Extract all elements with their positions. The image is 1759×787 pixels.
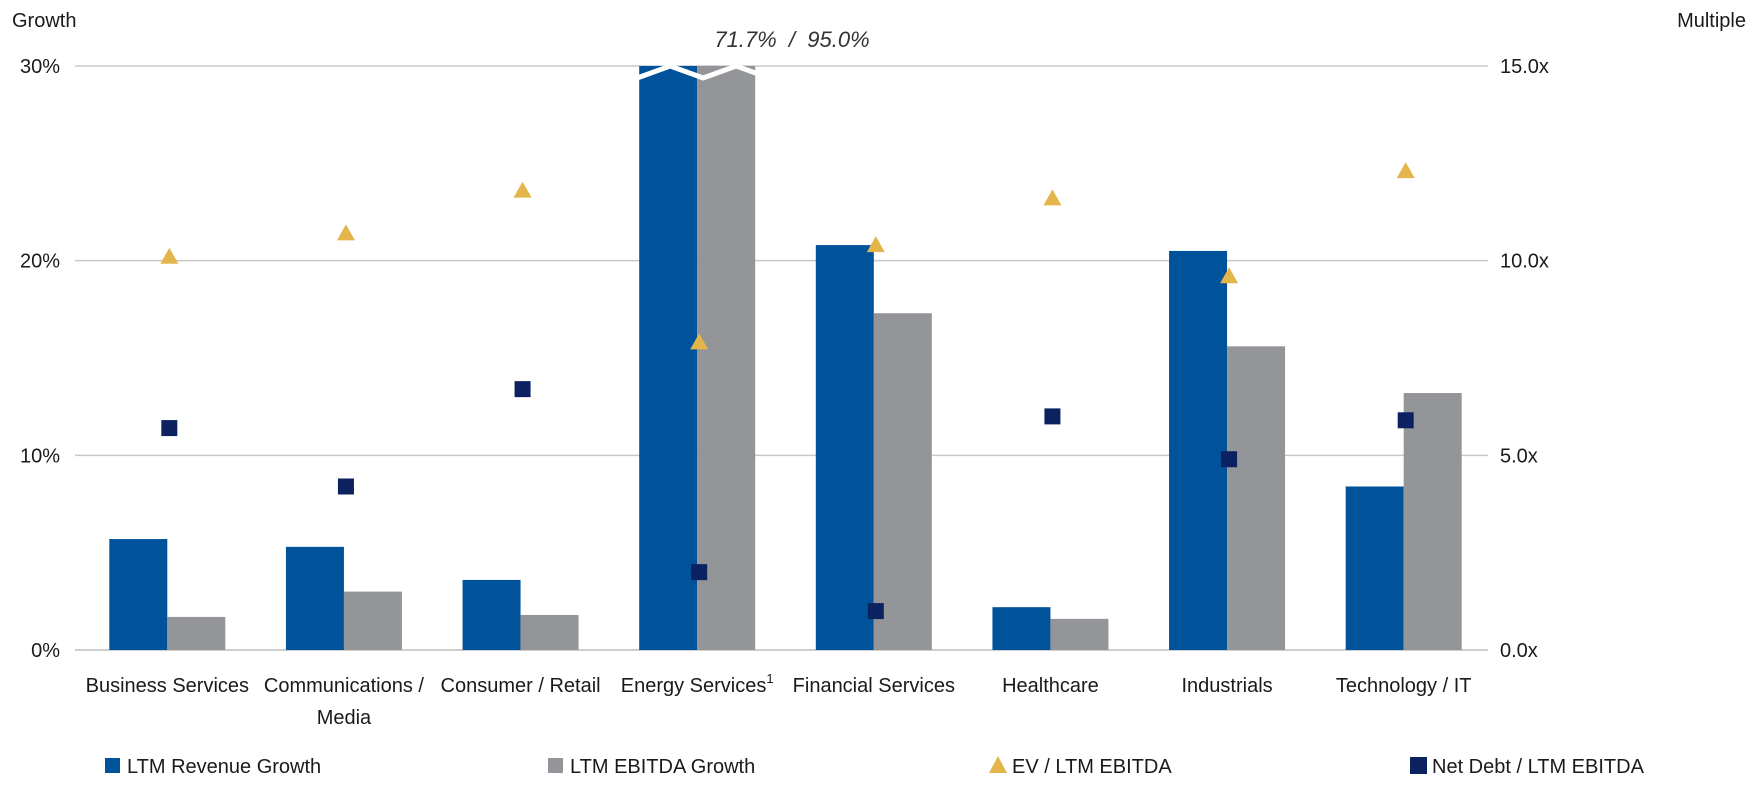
legend-swatch [989,756,1007,773]
legend-swatch [1410,757,1427,774]
net-debt-marker [161,420,178,437]
break-annotation: 71.7% / 95.0% [714,27,869,52]
bars [109,66,1462,651]
category-label: Consumer / Retail [441,675,601,697]
ev-ebitda-marker [160,247,179,264]
left-tick-label: 20% [20,251,60,273]
bar-ltm-revenue-growth [462,579,521,650]
right-tick-label: 10.0x [1500,251,1549,273]
right-axis-title: Multiple [1677,10,1746,32]
category-label: Technology / IT [1336,675,1472,697]
bar-ltm-ebitda-growth [873,313,932,650]
bar-ltm-ebitda-growth [1227,346,1286,650]
bar-ltm-ebitda-growth [697,66,756,650]
legend-label: LTM EBITDA Growth [570,756,755,778]
bar-ltm-ebitda-growth [343,591,402,650]
bar-ltm-revenue-growth [639,66,698,650]
right-tick-label: 5.0x [1500,445,1538,467]
ev-ebitda-marker [1396,162,1415,179]
bar-ltm-ebitda-growth [167,616,226,650]
bar-ltm-ebitda-growth [1403,393,1462,650]
net-debt-marker [1221,451,1238,468]
bar-ltm-ebitda-growth [1050,618,1109,650]
left-tick-label: 30% [20,56,60,78]
markers [160,162,1415,620]
category-label: Healthcare [1002,675,1099,697]
legend-label: EV / LTM EBITDA [1012,756,1172,778]
bar-ltm-ebitda-growth [520,614,579,650]
net-debt-marker [514,381,531,398]
legend-swatch [548,758,563,773]
legend-label: LTM Revenue Growth [127,756,321,778]
category-label: Media [317,707,372,729]
category-label: Communications / [264,675,425,697]
bar-ltm-revenue-growth [992,607,1051,650]
left-tick-label: 0% [31,640,60,662]
category-label: Business Services [86,675,249,697]
axis-break-mark [636,63,771,81]
axes: Growth Multiple 0% 0.0x 10% 5.0x 20% 10.0x 30%… [12,10,1746,662]
category-label: Energy Services1 [621,671,774,697]
right-tick-label: 0.0x [1500,640,1538,662]
ev-ebitda-marker [336,224,355,241]
legend-swatch [105,758,120,773]
right-tick-label: 15.0x [1500,56,1549,78]
category-label: Financial Services [793,675,955,697]
ev-ebitda-marker [1043,189,1062,206]
net-debt-marker [337,478,354,495]
net-debt-marker [1397,412,1414,429]
bar-ltm-revenue-growth [109,539,168,650]
net-debt-marker [1044,408,1061,425]
left-tick-label: 10% [20,445,60,467]
ev-ebitda-marker [1220,267,1239,284]
ev-ebitda-marker [513,181,532,198]
bar-ltm-revenue-growth [285,546,344,650]
footnote-marker: 1 [766,671,773,686]
ev-ebitda-marker [866,236,885,253]
net-debt-marker [867,603,884,620]
legend: LTM Revenue Growth LTM EBITDA Growth EV / … [105,756,1645,778]
bar-ltm-revenue-growth [815,245,874,651]
ev-ebitda-marker [690,333,709,350]
axis-break [636,63,771,81]
bar-ltm-revenue-growth [1169,250,1228,650]
bar-ltm-revenue-growth [1345,486,1404,650]
legend-label: Net Debt / LTM EBITDA [1432,756,1645,778]
category-labels: Business Services Communications / Media Co… [86,671,1472,729]
category-label: Industrials [1181,675,1272,697]
net-debt-marker [691,564,708,581]
left-axis-title: Growth [12,10,76,32]
